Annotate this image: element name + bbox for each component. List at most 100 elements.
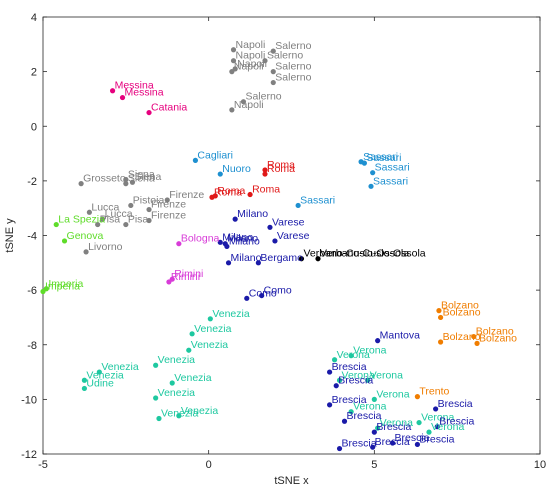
data-point	[100, 216, 106, 222]
y-axis-label: tSNE y	[4, 218, 16, 253]
data-point-label: Verona	[421, 412, 454, 424]
data-point	[123, 181, 129, 187]
data-point-label: Brescia	[347, 410, 382, 422]
data-point-label: Sassari	[373, 175, 408, 187]
y-tick-label: 0	[31, 121, 37, 133]
data-point	[267, 224, 273, 230]
data-point	[156, 415, 162, 422]
data-point	[426, 429, 432, 435]
data-point-label: Napoli	[234, 99, 264, 111]
data-point	[365, 377, 371, 383]
data-point	[240, 99, 247, 105]
data-point-label: Rimini	[174, 268, 203, 280]
data-point-label: Napoli	[237, 58, 267, 70]
data-point-label: La Spezia	[58, 214, 105, 226]
data-point	[370, 444, 376, 450]
data-point-label: Milano	[222, 231, 253, 243]
data-point-label: Bergamo	[260, 252, 303, 264]
data-point-label: Venezia	[158, 387, 196, 399]
data-point	[295, 202, 301, 209]
data-point-label: Napoli	[234, 61, 264, 73]
y-tick-label: -2	[27, 176, 37, 188]
data-point	[255, 260, 261, 266]
data-point	[53, 221, 59, 228]
data-point	[230, 47, 237, 53]
data-point	[438, 339, 444, 345]
y-tick-label: 2	[31, 67, 37, 79]
data-point-label: Livorno	[88, 241, 123, 253]
data-point-label: Firenze	[169, 189, 204, 201]
data-point-label: Sassari	[366, 152, 401, 164]
data-point-label: Bolzano	[441, 300, 479, 312]
plot-area	[42, 16, 541, 455]
data-point-label: Milano	[237, 208, 268, 220]
data-points	[40, 47, 480, 452]
data-point	[375, 425, 381, 431]
data-point-label: Bolzano	[479, 332, 517, 344]
data-point	[370, 170, 376, 176]
data-point-label: Roma	[267, 159, 295, 171]
data-point-label: Lucca	[105, 208, 133, 220]
data-point	[327, 402, 333, 408]
data-point-label: Brescia	[332, 361, 367, 373]
data-point	[146, 206, 152, 213]
data-point	[96, 369, 102, 375]
data-point-label: Pisa	[100, 214, 121, 226]
data-point-label: Verona	[353, 401, 386, 413]
data-point-label: Mantova	[380, 330, 420, 342]
data-point-label: Venezia	[86, 369, 124, 381]
data-point	[333, 383, 339, 389]
data-point-label: Bologna	[181, 233, 220, 245]
data-point	[166, 279, 172, 285]
data-point	[192, 157, 199, 163]
data-point	[146, 217, 152, 224]
data-point-label: Pisa	[128, 214, 149, 226]
y-tick-label: -10	[21, 394, 37, 406]
data-point	[471, 333, 477, 340]
data-point	[361, 160, 367, 166]
data-point-label: Venezia	[161, 407, 199, 419]
data-point-label: Brescia	[332, 394, 367, 406]
data-point	[217, 239, 223, 245]
data-point-label: Brescia	[338, 375, 373, 387]
data-point	[262, 171, 268, 177]
data-point	[123, 176, 129, 183]
data-point-label: Verbano-Cusio-Ossola	[320, 248, 426, 260]
data-point-label: Verona	[370, 369, 403, 381]
data-point-label: Salerno	[267, 50, 303, 62]
data-point-label: Venezia	[174, 372, 212, 384]
data-point-label: Venezia	[158, 354, 196, 366]
data-point-label: Firenze	[151, 209, 186, 221]
data-point-label: Nuoro	[222, 163, 251, 175]
data-point	[414, 394, 421, 400]
data-point-label: Sassari	[300, 194, 335, 206]
data-point-label: Venezia	[194, 323, 232, 335]
data-point	[153, 362, 159, 368]
data-point	[78, 181, 84, 187]
data-point	[375, 338, 381, 344]
data-point-label: Verona	[337, 349, 370, 361]
data-point	[164, 197, 170, 203]
data-point-label: Roma	[267, 163, 295, 175]
data-point	[232, 216, 238, 222]
data-point	[146, 109, 152, 116]
data-point	[272, 238, 278, 244]
data-point	[371, 396, 377, 402]
data-point	[169, 380, 175, 386]
data-point-label: Salerno	[275, 61, 311, 73]
data-point	[225, 260, 232, 266]
data-point	[128, 202, 134, 209]
data-point-label: Salerno	[245, 91, 281, 103]
data-point-label: Brescia	[342, 438, 377, 450]
data-point	[262, 58, 268, 64]
y-tick-label: 4	[31, 12, 37, 24]
data-point-label: Sassari	[375, 162, 410, 174]
data-point-label: Milano	[227, 233, 258, 245]
data-point-label: Napoli	[236, 39, 266, 51]
data-point	[229, 107, 235, 113]
data-point	[40, 288, 46, 295]
data-point	[95, 221, 101, 228]
data-point-label: Bolzano	[443, 306, 481, 318]
data-point	[153, 395, 159, 401]
